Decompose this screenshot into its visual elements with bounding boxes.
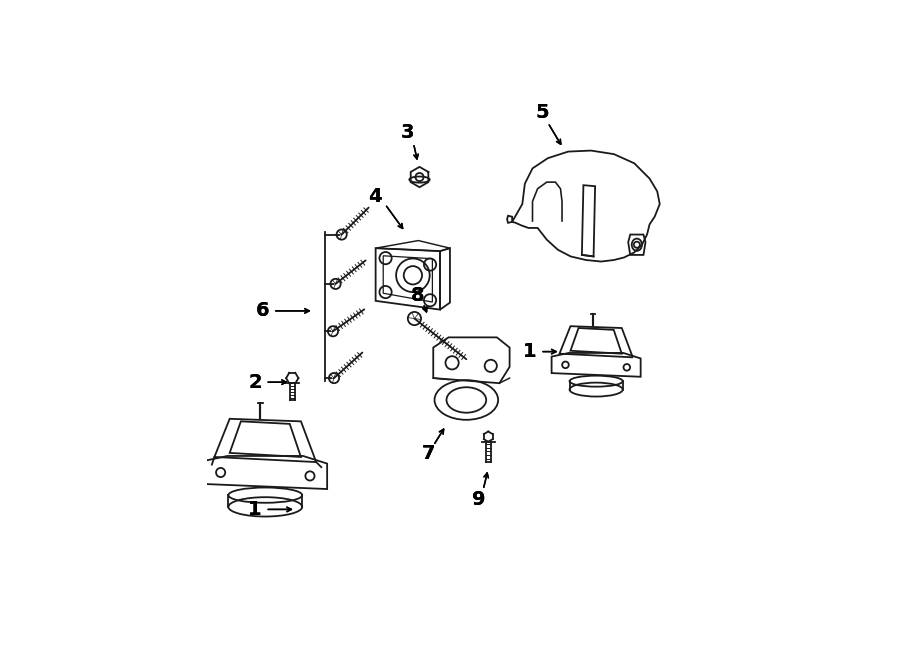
Text: 9: 9 [472, 490, 486, 509]
Text: 1: 1 [248, 500, 262, 519]
Text: 2: 2 [248, 373, 262, 392]
Text: 7: 7 [421, 444, 435, 463]
Text: 4: 4 [368, 187, 382, 206]
Text: 1: 1 [248, 500, 262, 519]
Text: 6: 6 [256, 301, 270, 321]
Text: 1: 1 [523, 342, 536, 361]
Text: 3: 3 [401, 123, 415, 142]
Text: 2: 2 [248, 373, 262, 392]
Text: 7: 7 [421, 444, 435, 463]
Text: 4: 4 [368, 187, 382, 206]
Text: 8: 8 [411, 286, 425, 305]
Text: 6: 6 [256, 301, 270, 321]
Text: 5: 5 [536, 103, 550, 122]
Text: 9: 9 [472, 490, 486, 509]
Text: 3: 3 [401, 123, 415, 142]
Text: 1: 1 [523, 342, 536, 361]
Text: 5: 5 [536, 103, 550, 122]
Text: 8: 8 [411, 286, 425, 305]
